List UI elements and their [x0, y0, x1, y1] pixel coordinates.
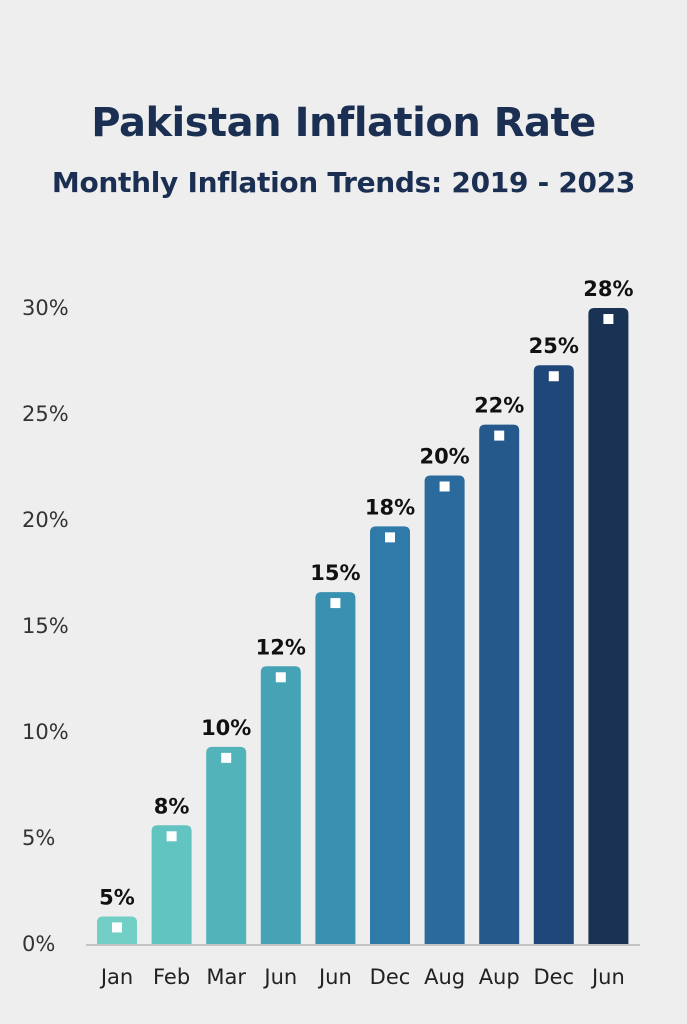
bar-group: 12% Jun: [256, 635, 306, 989]
bar-marker: [439, 481, 450, 492]
bar-marker: [494, 430, 505, 441]
bar: [533, 365, 574, 944]
bar: [588, 308, 629, 944]
y-tick-label: 30%: [22, 296, 69, 320]
data-label: 25%: [529, 334, 579, 358]
x-tick-label: Feb: [153, 965, 190, 989]
y-tick-label: 15%: [22, 614, 69, 638]
y-tick-label: 0%: [22, 932, 55, 956]
x-tick-label: Jun: [262, 965, 297, 989]
bar: [479, 424, 520, 945]
bar-marker: [112, 922, 122, 933]
bar-marker: [548, 371, 559, 382]
bar-group: 25% Dec: [529, 334, 579, 989]
y-tick-label: 10%: [22, 720, 69, 744]
data-label: 8%: [154, 794, 190, 818]
bar-group: 28% Jun: [583, 277, 633, 989]
data-label: 18%: [365, 495, 415, 519]
bar-group: 18% Dec: [365, 495, 415, 989]
data-label: 20%: [419, 444, 469, 468]
y-tick-label: 20%: [22, 508, 69, 532]
bar: [370, 526, 410, 944]
x-tick-label: Dec: [533, 965, 574, 989]
bar-group: 10% Mar: [201, 716, 251, 989]
data-label: 12%: [256, 635, 306, 659]
bar-group: 22% Aup: [474, 394, 524, 989]
bar-group: 5% Jan: [97, 885, 137, 989]
y-tick-label: 25%: [22, 402, 69, 426]
bar: [206, 746, 247, 944]
bar-marker: [330, 598, 341, 609]
x-tick-label: Aug: [424, 965, 465, 989]
bar-group: 8% Feb: [151, 794, 192, 989]
x-tick-label: Jun: [590, 965, 625, 989]
data-label: 28%: [583, 277, 633, 301]
data-label: 22%: [474, 394, 524, 418]
bar-marker: [275, 672, 286, 683]
bar: [315, 592, 356, 944]
x-tick-label: Dec: [370, 965, 411, 989]
bar: [151, 825, 192, 944]
bar-marker: [221, 752, 232, 763]
x-tick-label: Jun: [317, 965, 352, 989]
x-tick-label: Mar: [206, 965, 246, 989]
y-tick-label: 5%: [22, 826, 55, 850]
bar: [260, 666, 301, 944]
x-tick-label: Aup: [479, 965, 520, 989]
bar-marker: [166, 831, 177, 842]
chart-title: Pakistan Inflation Rate: [91, 100, 596, 146]
x-tick-label: Jan: [99, 965, 133, 989]
data-label: 15%: [310, 561, 360, 585]
data-label: 5%: [99, 885, 135, 909]
bar-group: 15% Jun: [310, 561, 360, 989]
bar: [424, 475, 465, 944]
chart-subtitle: Monthly Inflation Trends: 2019 - 2023: [51, 166, 636, 199]
data-label: 10%: [201, 716, 251, 740]
bar-marker: [385, 532, 395, 543]
bar-marker: [603, 314, 614, 324]
bar-group: 20% Aug: [419, 444, 469, 989]
